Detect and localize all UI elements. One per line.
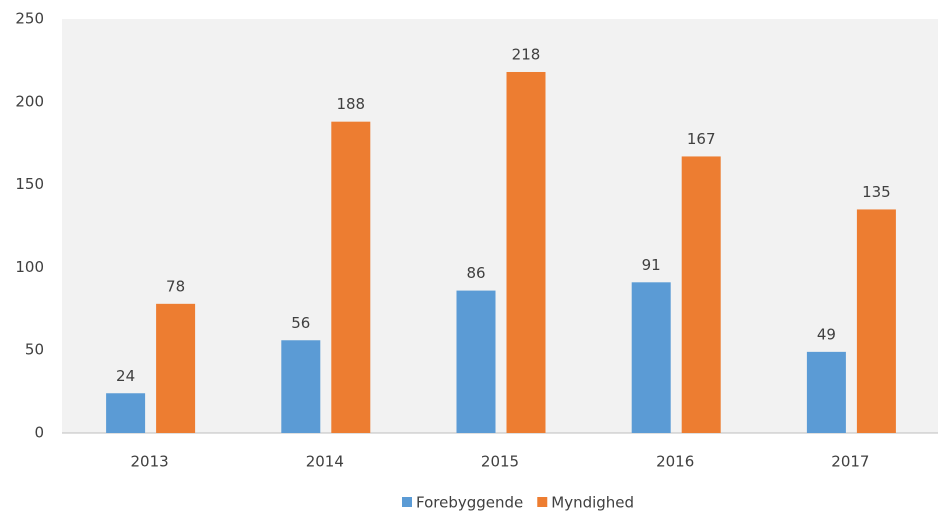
y-tick-label: 0 [34, 424, 44, 442]
y-tick-label: 50 [25, 341, 44, 359]
bar [631, 282, 671, 433]
bar [156, 303, 196, 433]
legend-swatch [537, 497, 548, 507]
value-label: 91 [642, 256, 661, 274]
value-label: 56 [291, 314, 310, 332]
y-tick-label: 100 [15, 258, 44, 276]
bar [456, 290, 496, 433]
x-tick-label: 2014 [306, 453, 344, 471]
x-tick-label: 2015 [481, 453, 519, 471]
x-tick-label: 2016 [656, 453, 694, 471]
bar [806, 351, 846, 433]
bar [681, 156, 721, 433]
value-label: 24 [116, 367, 135, 385]
value-label: 188 [336, 95, 365, 113]
bar [506, 71, 546, 433]
y-tick-label: 200 [15, 92, 44, 110]
value-label: 167 [687, 130, 716, 148]
bar [331, 121, 371, 433]
y-tick-label: 150 [15, 175, 44, 193]
value-label: 86 [466, 264, 485, 282]
legend-label: Myndighed [551, 494, 634, 512]
y-tick-label: 250 [15, 10, 44, 28]
plot-area [62, 19, 938, 433]
bar [106, 393, 146, 433]
legend-swatch [402, 497, 412, 507]
x-tick-label: 2017 [831, 453, 869, 471]
bar [856, 209, 896, 433]
value-label: 135 [862, 183, 891, 201]
value-label: 49 [817, 325, 836, 343]
value-label: 78 [166, 277, 185, 295]
bar [281, 340, 321, 433]
value-label: 218 [512, 45, 541, 63]
legend-label: Forebyggende [416, 494, 523, 512]
x-tick-label: 2013 [131, 453, 169, 471]
